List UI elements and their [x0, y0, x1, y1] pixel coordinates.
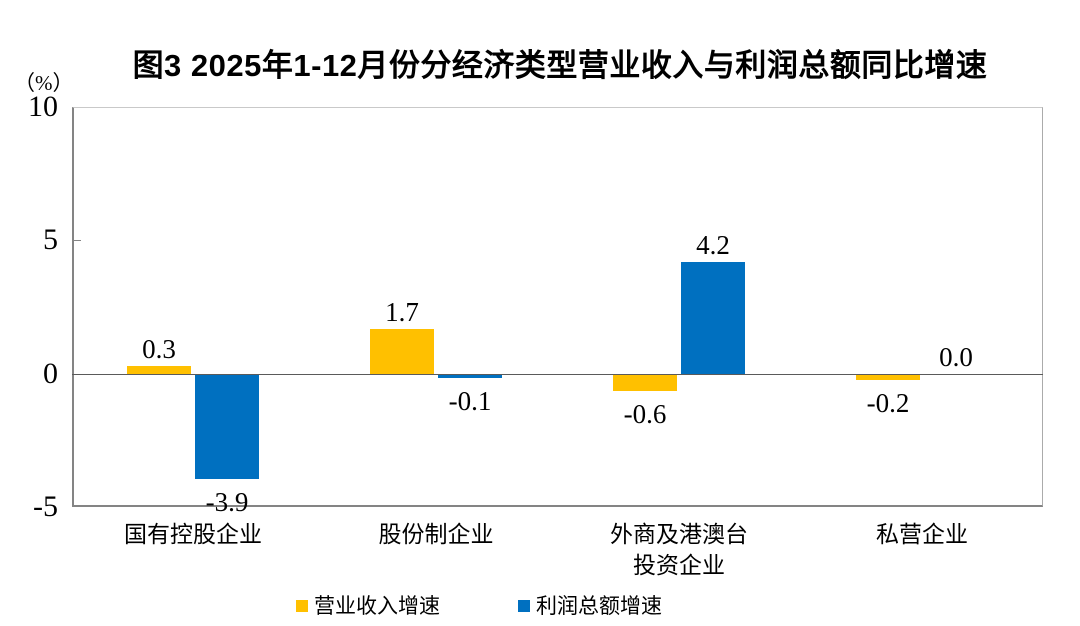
bar	[127, 366, 191, 374]
legend-swatch-revenue	[296, 600, 308, 612]
bar	[681, 262, 745, 374]
category-label: 国有控股企业	[124, 522, 262, 547]
bar-value-label: 0.0	[939, 342, 973, 372]
zero-baseline	[72, 374, 1043, 375]
y-axis-tick-label: 5	[43, 223, 58, 257]
y-axis-tick-label: 0	[43, 356, 58, 390]
bar-value-label: -0.6	[623, 399, 667, 429]
chart-title: 图3 2025年1-12月份分经济类型营业收入与利润总额同比增速	[132, 48, 988, 83]
legend-item-revenue: 营业收入增速	[296, 594, 440, 618]
bar-value-label: 4.2	[696, 230, 730, 260]
bar-value-label: 0.3	[142, 334, 176, 364]
y-axis-unit-label: （%）	[14, 71, 74, 95]
y-axis-tick-label: 10	[28, 90, 58, 123]
category-label: 私营企业	[876, 522, 968, 547]
bar	[438, 375, 502, 378]
bar	[370, 329, 434, 374]
bar-value-label: -0.1	[448, 386, 492, 416]
bar	[856, 375, 920, 380]
legend-swatch-profit	[518, 600, 530, 612]
category-label: 外商及港澳台 投资企业	[610, 522, 748, 578]
category-label: 股份制企业	[378, 522, 494, 547]
legend: 营业收入增速 利润总额增速	[296, 594, 662, 618]
y-axis-tick-label: -5	[33, 490, 58, 523]
legend-item-profit: 利润总额增速	[518, 594, 662, 618]
bar-value-label: -3.9	[205, 487, 249, 517]
bar	[195, 375, 259, 479]
legend-label-profit: 利润总额增速	[536, 594, 662, 618]
bar-value-label: -0.2	[866, 388, 910, 418]
legend-label-revenue: 营业收入增速	[314, 594, 440, 618]
bar-value-label: 1.7	[385, 297, 419, 327]
y-axis-tick-mark	[72, 240, 81, 241]
bar	[613, 375, 677, 391]
